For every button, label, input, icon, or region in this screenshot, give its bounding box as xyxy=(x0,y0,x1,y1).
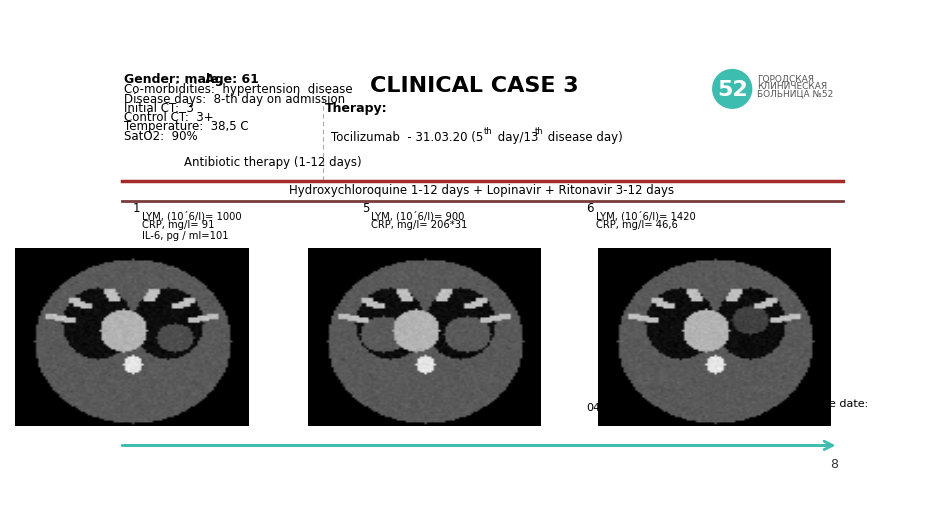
Text: Gender: male,: Gender: male, xyxy=(124,72,223,86)
Text: Co-morbidities:  hypertension  disease: Co-morbidities: hypertension disease xyxy=(124,84,353,96)
Text: Disease days:  8-th day on admission: Disease days: 8-th day on admission xyxy=(124,93,345,106)
Text: th: th xyxy=(485,127,493,136)
Text: Age: 61: Age: 61 xyxy=(192,72,259,86)
Text: 31.03.20: 31.03.20 xyxy=(361,403,411,413)
Text: 6: 6 xyxy=(586,202,594,215)
Text: 04.04.20: 04.04.20 xyxy=(586,403,636,413)
Text: ГОРОДСКАЯ: ГОРОДСКАЯ xyxy=(757,74,814,83)
Text: Hydroxychloroquine 1-12 days + Lopinavir + Ritonavir 3-12 days: Hydroxychloroquine 1-12 days + Lopinavir… xyxy=(289,184,675,197)
Text: 1: 1 xyxy=(133,202,140,215)
Text: КЛИНИЧЕСКАЯ: КЛИНИЧЕСКАЯ xyxy=(757,82,827,91)
Text: CLINICAL CASE 3: CLINICAL CASE 3 xyxy=(370,76,579,96)
Text: CRP, mg/l= 91: CRP, mg/l= 91 xyxy=(142,220,215,230)
Text: Patient's discharge date:: Patient's discharge date: xyxy=(730,399,869,409)
Text: 52: 52 xyxy=(717,80,747,99)
Text: 27.03.20: 27.03.20 xyxy=(129,408,179,418)
Text: disease day): disease day) xyxy=(544,131,623,144)
Text: 07.04.20: 07.04.20 xyxy=(730,408,779,418)
Text: Antibiotic therapy (1-12 days): Antibiotic therapy (1-12 days) xyxy=(183,156,361,169)
Text: 5: 5 xyxy=(361,202,369,215)
Text: 8: 8 xyxy=(830,458,838,471)
Text: Hospitalization date:: Hospitalization date: xyxy=(129,399,245,409)
Circle shape xyxy=(712,69,753,109)
Text: Initial CT:  3: Initial CT: 3 xyxy=(124,102,194,115)
Text: th: th xyxy=(534,127,543,136)
Text: CRP, mg/l= 46,6: CRP, mg/l= 46,6 xyxy=(596,220,678,230)
Text: LYM, (10´6/l)= 900: LYM, (10´6/l)= 900 xyxy=(371,211,465,222)
Text: LYM, (10´6/l)= 1000: LYM, (10´6/l)= 1000 xyxy=(142,211,242,222)
Text: Temperature:  38,5 C: Temperature: 38,5 C xyxy=(124,121,248,133)
Text: LYM, (10´6/l)= 1420: LYM, (10´6/l)= 1420 xyxy=(596,211,695,222)
Text: Control CT:  3+: Control CT: 3+ xyxy=(124,111,214,124)
Text: БОЛЬНИЦА №52: БОЛЬНИЦА №52 xyxy=(757,89,833,99)
Text: day/13: day/13 xyxy=(494,131,538,144)
Text: Tocilizumab  - 31.03.20 (5: Tocilizumab - 31.03.20 (5 xyxy=(330,131,483,144)
Text: SatO2:  90%: SatO2: 90% xyxy=(124,130,198,143)
Text: CRP, mg/l= 206*31: CRP, mg/l= 206*31 xyxy=(371,220,468,230)
Text: Therapy:: Therapy: xyxy=(326,102,388,115)
Text: IL-6, pg / ml=101: IL-6, pg / ml=101 xyxy=(142,231,229,241)
